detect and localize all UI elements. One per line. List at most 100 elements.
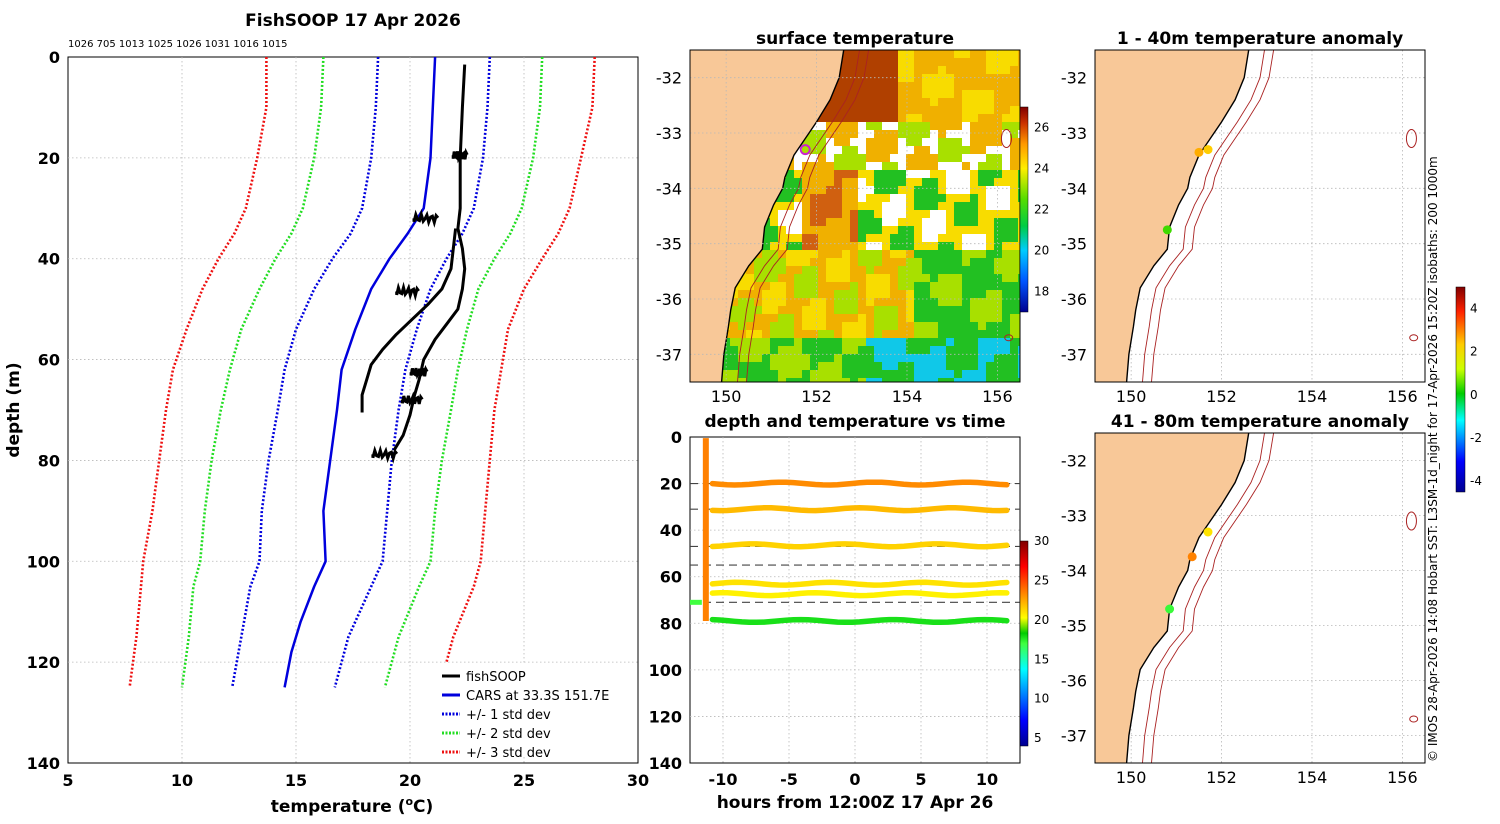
sst-pixel (786, 330, 794, 338)
sst-pixel (850, 274, 858, 282)
sst-pixel (882, 282, 890, 290)
sst-pixel (970, 178, 978, 186)
anomaly-1-40-anomaly-point (1203, 145, 1213, 155)
sst-pixel (970, 138, 978, 146)
sst-pixel (754, 338, 762, 346)
sst-pixel (874, 346, 882, 354)
sst-pixel (834, 266, 842, 274)
sst-pixel (818, 258, 826, 266)
sst-pixel (834, 170, 842, 178)
sst-pixel (762, 298, 770, 306)
profile-stop-scribble (395, 281, 420, 302)
depth-time-y-tick-label: 20 (660, 475, 682, 494)
sst-pixel (826, 298, 834, 306)
sst-pixel (1018, 154, 1020, 162)
sst-pixel (882, 98, 890, 106)
sst-pixel (826, 218, 834, 226)
sst-pixel (850, 258, 858, 266)
sst-pixel (890, 58, 898, 66)
sst-pixel (906, 90, 914, 98)
sst-pixel (978, 122, 986, 130)
sst-pixel (1018, 146, 1020, 154)
sst-pixel (890, 258, 898, 266)
sst-pixel (762, 370, 770, 378)
sst-pixel (1010, 282, 1018, 290)
sst-pixel (778, 194, 786, 202)
sst-pixel (890, 266, 898, 274)
legend-label: fishSOOP (466, 670, 526, 685)
sst-pixel (1002, 106, 1010, 114)
sst-pixel (778, 202, 786, 210)
sst-pixel (906, 66, 914, 74)
sst-pixel (922, 250, 930, 258)
sst-pixel (938, 234, 946, 242)
sst-pixel (722, 378, 730, 382)
sst-pixel (786, 178, 794, 186)
sst-pixel (882, 242, 890, 250)
sst-gridlines (690, 50, 1020, 382)
sst-ticks: 150 152 154 156 -32 -33 -34 -35 -36 -37 (656, 69, 1013, 406)
sst-pixel (978, 274, 986, 282)
sst-pixel (970, 130, 978, 138)
sst-pixel (938, 330, 946, 338)
sst-pixel (978, 306, 986, 314)
sst-pixel (842, 178, 850, 186)
sst-pixel (930, 154, 938, 162)
sst-pixel (818, 194, 826, 202)
sst-pixel (930, 338, 938, 346)
sst-pixel (882, 50, 890, 58)
sst-pixel (994, 282, 1002, 290)
sst-pixel (954, 290, 962, 298)
sst-y-tick-label: -37 (656, 345, 682, 364)
sst-pixel (1018, 258, 1020, 266)
sst-pixel (954, 378, 962, 382)
profile-stop-scribble (412, 208, 440, 228)
sst-pixel (922, 330, 930, 338)
sst-pixel (898, 290, 906, 298)
sst-pixel (866, 50, 874, 58)
sst-pixel (882, 306, 890, 314)
sst-pixel (1018, 274, 1020, 282)
sst-pixel (930, 274, 938, 282)
sst-pixel (898, 322, 906, 330)
sst-pixel (994, 314, 1002, 322)
sst-pixel (954, 154, 962, 162)
sst-pixel (874, 202, 882, 210)
sst-pixel (866, 250, 874, 258)
sst-pixel (1010, 170, 1018, 178)
sst-pixel (994, 234, 1002, 242)
depth-time-track (709, 505, 1010, 514)
sst-pixel (906, 250, 914, 258)
sst-pixel (810, 370, 818, 378)
sst-pixel (802, 242, 810, 250)
sst-pixel (978, 178, 986, 186)
sst-pixel (898, 106, 906, 114)
sst-pixel (986, 298, 994, 306)
sst-pixel (922, 66, 930, 74)
sst-pixel (778, 274, 786, 282)
sst-pixel (922, 370, 930, 378)
depth-time-colorbar-tick-label: 20 (1034, 613, 1049, 627)
sst-pixel (1010, 266, 1018, 274)
sst-pixel (954, 202, 962, 210)
sst-pixel (1002, 58, 1010, 66)
sst-pixel (754, 346, 762, 354)
sst-pixel (906, 194, 914, 202)
sst-pixel (802, 210, 810, 218)
sst-pixel (1018, 202, 1020, 210)
sst-pixel (850, 122, 858, 130)
sst-pixel (970, 314, 978, 322)
sst-pixel (1010, 106, 1018, 114)
sst-pixel (1018, 306, 1020, 314)
sst-pixel (866, 282, 874, 290)
sst-pixel (842, 202, 850, 210)
sst-pixel (834, 186, 842, 194)
sst-pixel (914, 322, 922, 330)
sst-pixel (962, 194, 970, 202)
sst-pixel (890, 338, 898, 346)
sst-pixel (954, 90, 962, 98)
sst-pixel (938, 298, 946, 306)
sst-pixel (922, 298, 930, 306)
sst-pixel (794, 258, 802, 266)
sst-pixel (906, 330, 914, 338)
